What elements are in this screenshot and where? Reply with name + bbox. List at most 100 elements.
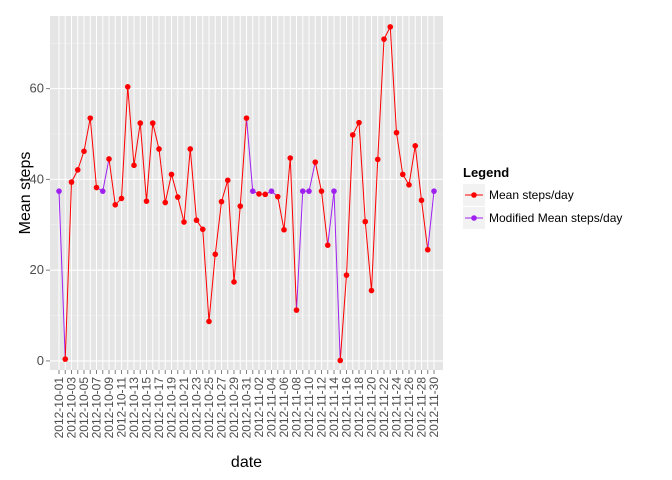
mean-steps-point bbox=[224, 177, 231, 184]
series-line-segment bbox=[77, 151, 85, 171]
mean-steps-point bbox=[81, 148, 87, 155]
mean-steps-point bbox=[424, 246, 431, 253]
series-line-segment bbox=[164, 174, 172, 203]
x-axis: 2012-10-012012-10-032012-10-052012-10-07… bbox=[52, 370, 441, 438]
mean-steps-point bbox=[93, 184, 100, 191]
modified-mean-point bbox=[299, 188, 306, 194]
series-line-segment bbox=[177, 196, 185, 223]
mean-steps-point bbox=[406, 182, 412, 188]
y-tick-label: 20 bbox=[30, 262, 44, 277]
legend-label-0: Mean steps/day bbox=[489, 188, 574, 202]
mean-steps-point bbox=[212, 251, 219, 258]
mean-steps-point bbox=[137, 120, 144, 126]
mean-steps-point bbox=[237, 203, 244, 209]
x-tick-label: 2012-11-08 bbox=[290, 377, 304, 438]
mean-steps-point bbox=[387, 24, 394, 30]
legend-key-point-0 bbox=[471, 192, 477, 198]
series-line-segment bbox=[127, 86, 135, 166]
mean-steps-point bbox=[199, 226, 206, 233]
series-line-segment bbox=[314, 162, 322, 192]
x-tick-label: 2012-10-27 bbox=[215, 377, 229, 439]
series-line-segment bbox=[371, 159, 379, 291]
mean-steps-point bbox=[68, 179, 75, 185]
mean-steps-point bbox=[287, 155, 294, 161]
gridlines bbox=[50, 16, 443, 370]
series-line-segment bbox=[389, 26, 397, 133]
y-axis: 0 20 40 60 bbox=[30, 81, 50, 368]
x-tick-label: 2012-11-14 bbox=[327, 377, 341, 438]
y-axis-title: Mean steps bbox=[17, 152, 34, 235]
series-line-segment bbox=[83, 118, 91, 152]
mean-steps-point bbox=[312, 159, 319, 165]
modified-mean-point bbox=[56, 188, 62, 194]
series-line-segment bbox=[421, 200, 429, 250]
modified-mean-point bbox=[249, 188, 256, 194]
mean-steps-point bbox=[337, 357, 344, 364]
legend-label-1: Modified Mean steps/day bbox=[489, 211, 622, 225]
series-line-segment bbox=[296, 191, 304, 311]
mean-steps-point bbox=[168, 171, 175, 178]
series-line-segment bbox=[139, 123, 147, 202]
legend: Legend Mean steps/day Modified Mean step… bbox=[463, 165, 622, 229]
mean-steps-point bbox=[356, 119, 362, 126]
modified-mean-point bbox=[99, 188, 106, 194]
series-line-segment bbox=[58, 191, 66, 360]
mean-steps-point bbox=[412, 143, 419, 149]
series-line-segment bbox=[214, 201, 222, 255]
mean-steps-point bbox=[106, 156, 112, 162]
mean-steps-point bbox=[243, 115, 250, 121]
mean-steps-point bbox=[74, 167, 81, 173]
mean-steps-point bbox=[256, 191, 262, 197]
series-line-segment bbox=[339, 275, 347, 361]
series-line-segment bbox=[158, 148, 166, 203]
series-line-segment bbox=[277, 196, 285, 230]
x-tick-label: 2012-11-28 bbox=[415, 377, 429, 438]
series-line-segment bbox=[414, 145, 422, 201]
x-tick-label: 2012-10-01 bbox=[52, 377, 66, 439]
x-tick-label: 2012-11-18 bbox=[352, 377, 366, 438]
mean-steps-point bbox=[156, 146, 162, 152]
x-tick-label: 2012-10-17 bbox=[152, 377, 166, 439]
x-tick-label: 2012-10-31 bbox=[240, 377, 254, 439]
mean-steps-point bbox=[362, 218, 369, 225]
mean-steps-point bbox=[131, 162, 137, 169]
series-line-segment bbox=[427, 191, 435, 250]
mean-steps-point bbox=[124, 84, 131, 90]
series-line-segment bbox=[364, 221, 372, 291]
series-line-segment bbox=[108, 158, 116, 205]
series-line-segment bbox=[183, 148, 191, 223]
mean-steps-point bbox=[368, 287, 375, 294]
series-line-segment bbox=[121, 86, 129, 199]
data-points bbox=[56, 24, 437, 364]
mean-steps-point bbox=[187, 146, 194, 152]
series-line-segment bbox=[408, 145, 416, 185]
x-axis-title: date bbox=[231, 454, 262, 471]
mean-steps-point bbox=[262, 191, 269, 198]
modified-mean-point bbox=[431, 188, 437, 194]
mean-steps-point bbox=[418, 197, 425, 204]
x-tick-label: 2012-10-05 bbox=[77, 377, 91, 439]
x-tick-label: 2012-10-23 bbox=[190, 377, 204, 439]
series-line-segment bbox=[283, 158, 291, 230]
x-tick-label: 2012-10-07 bbox=[90, 377, 104, 439]
series-line-segment bbox=[89, 118, 97, 188]
mean-steps-point bbox=[87, 115, 94, 121]
series-line-segment bbox=[202, 229, 210, 322]
x-tick-label: 2012-11-30 bbox=[427, 377, 441, 438]
series-line-segment bbox=[396, 132, 404, 175]
x-tick-label: 2012-10-25 bbox=[202, 377, 216, 439]
series-line-segment bbox=[133, 123, 141, 166]
modified-mean-point bbox=[331, 188, 337, 194]
x-tick-label: 2012-11-10 bbox=[302, 377, 316, 438]
x-tick-label: 2012-10-29 bbox=[227, 377, 241, 439]
mean-steps-point bbox=[324, 242, 331, 248]
series-line-segment bbox=[189, 148, 197, 221]
y-tick-label: 40 bbox=[30, 171, 44, 186]
series-line-segment bbox=[171, 174, 179, 198]
x-tick-label: 2012-11-20 bbox=[365, 377, 379, 438]
mean-steps-point bbox=[281, 226, 287, 233]
mean-steps-point bbox=[62, 356, 69, 362]
mean-steps-point bbox=[399, 171, 406, 178]
mean-steps-point bbox=[293, 307, 300, 313]
